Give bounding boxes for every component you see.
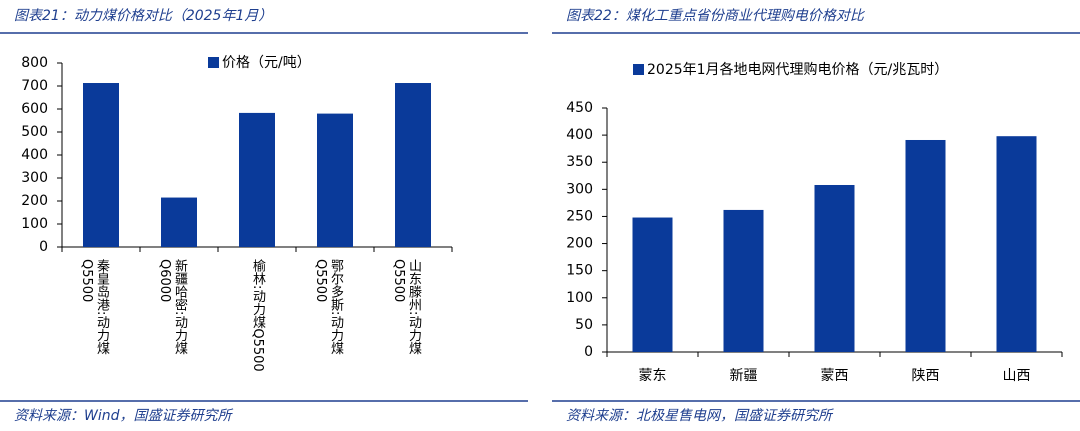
y-tick-label: 100 (566, 290, 593, 306)
y-tick-label: 50 (575, 317, 593, 333)
legend-swatch (633, 64, 644, 75)
x-tick-label: 山东滕州:动力煤Q5500 (391, 259, 421, 355)
y-tick-label: 300 (566, 181, 593, 197)
y-tick-label: 0 (584, 344, 593, 360)
y-tick-label: 200 (566, 236, 593, 252)
chart-title: 图表21：动力煤价格对比（2025年1月） (14, 8, 272, 24)
legend-swatch (208, 57, 219, 68)
y-tick-label: 450 (566, 100, 593, 116)
x-tick-label: 新疆哈密:动力煤Q6000 (157, 259, 187, 355)
legend-label: 价格（元/吨） (222, 55, 311, 71)
bar (723, 209, 764, 352)
x-tick-label: 山西 (1003, 368, 1031, 384)
source: 资料来源：Wind，国盛证券研究所 (14, 408, 233, 424)
bar (239, 112, 275, 247)
x-tick-label: 蒙东 (639, 368, 667, 384)
y-tick-label: 800 (21, 55, 48, 71)
bar (161, 197, 197, 247)
bar (814, 184, 855, 352)
bar (996, 136, 1037, 352)
y-tick-label: 250 (566, 208, 593, 224)
bar (83, 83, 119, 247)
bar (632, 217, 673, 352)
y-tick-label: 300 (21, 170, 48, 186)
bar (905, 139, 946, 352)
x-tick-label: 陕西 (912, 368, 940, 384)
y-tick-label: 350 (566, 154, 593, 170)
y-tick-label: 150 (566, 263, 593, 279)
y-tick-label: 0 (39, 239, 48, 255)
chart-title: 图表22：煤化工重点省份商业代理购电价格对比 (566, 8, 866, 24)
y-tick-label: 600 (21, 101, 48, 117)
x-tick-label: 榆林:动力煤Q5500 (250, 259, 265, 372)
x-tick-label: 秦皇岛港:动力煤Q5500 (79, 259, 109, 355)
y-tick-label: 100 (21, 216, 48, 232)
y-tick-label: 200 (21, 193, 48, 209)
y-tick-label: 700 (21, 78, 48, 94)
y-tick-label: 400 (21, 147, 48, 163)
source: 资料来源：北极星售电网，国盛证券研究所 (566, 408, 834, 424)
x-tick-label: 蒙西 (821, 368, 849, 384)
bar (317, 113, 353, 247)
y-tick-label: 500 (21, 124, 48, 140)
bar (395, 83, 431, 247)
x-tick-label: 新疆 (730, 368, 758, 384)
legend-label: 2025年1月各地电网代理购电价格（元/兆瓦时） (647, 62, 948, 78)
x-tick-label: 鄂尔多斯:动力煤Q5500 (313, 259, 343, 355)
y-tick-label: 400 (566, 127, 593, 143)
